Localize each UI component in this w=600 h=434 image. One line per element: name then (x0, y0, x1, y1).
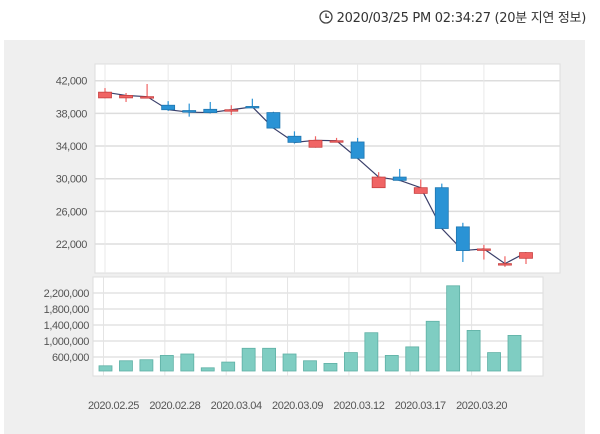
volume-bar (303, 360, 317, 372)
volume-bar (98, 365, 113, 372)
date-tick-label: 2020.02.25 (88, 400, 139, 412)
candle-up (413, 187, 428, 194)
price-panel (94, 63, 561, 274)
volume-bar (159, 354, 174, 372)
candle-up (476, 248, 491, 251)
candle-down (350, 141, 365, 159)
candle-up (329, 140, 344, 143)
volume-bar (343, 352, 358, 372)
candle-up (140, 96, 155, 99)
candle-down (455, 226, 470, 251)
price-tick-label: 26,000 (56, 206, 88, 218)
volume-tick-label: 1,800,000 (44, 304, 90, 316)
candle-up (371, 176, 386, 189)
candle-up (224, 109, 239, 112)
volume-tick-label: 1,000,000 (44, 336, 90, 348)
date-tick-label: 2020.03.20 (456, 400, 507, 412)
volume-bar (507, 334, 522, 372)
volume-bar (425, 320, 440, 372)
volume-tick-label: 2,200,000 (44, 288, 90, 300)
volume-tick-label: 1,400,000 (44, 320, 90, 332)
candle-down (182, 110, 197, 113)
price-tick-label: 30,000 (56, 174, 88, 186)
volume-bar (466, 329, 481, 372)
date-tick-label: 2020.03.12 (333, 400, 384, 412)
candle-down (392, 176, 407, 181)
price-tick-label: 42,000 (56, 76, 88, 88)
date-tick-label: 2020.02.28 (149, 400, 200, 412)
candle-up (98, 91, 112, 99)
volume-tick-label: 600,000 (52, 352, 89, 364)
price-tick-label: 22,000 (56, 239, 88, 251)
volume-bar (262, 347, 277, 372)
candle-down (203, 108, 218, 113)
volume-bar (323, 362, 338, 372)
candle-down (287, 135, 302, 143)
volume-bar (119, 360, 133, 372)
volume-bar (139, 359, 154, 372)
timestamp-text: 2020/03/25 PM 02:34:27 (20분 지연 정보) (336, 11, 587, 26)
volume-bar (364, 332, 379, 372)
candle-down (161, 104, 176, 111)
candle-down (434, 187, 449, 229)
candle-down (245, 106, 260, 109)
volume-bar (446, 285, 461, 372)
date-tick-label: 2020.03.17 (395, 400, 446, 412)
volume-bar (282, 353, 297, 372)
volume-bar (180, 353, 195, 372)
volume-bar (405, 346, 420, 372)
candle-down (266, 112, 281, 129)
volume-bar (487, 352, 501, 372)
candle-up (308, 139, 323, 148)
candle-up (119, 95, 133, 99)
volume-bar (221, 361, 236, 372)
candle-up (498, 263, 512, 266)
date-tick-label: 2020.03.04 (211, 400, 262, 412)
clock-icon (319, 9, 333, 24)
volume-bar (241, 347, 256, 372)
date-tick-label: 2020.03.09 (272, 400, 323, 412)
volume-bar (384, 354, 399, 372)
timestamp-bar: 2020/03/25 PM 02:34:27 (20분 지연 정보) (319, 7, 586, 26)
candle-up (519, 252, 533, 259)
price-tick-label: 38,000 (56, 108, 88, 120)
price-tick-label: 34,000 (56, 141, 88, 153)
volume-bar (200, 367, 215, 372)
